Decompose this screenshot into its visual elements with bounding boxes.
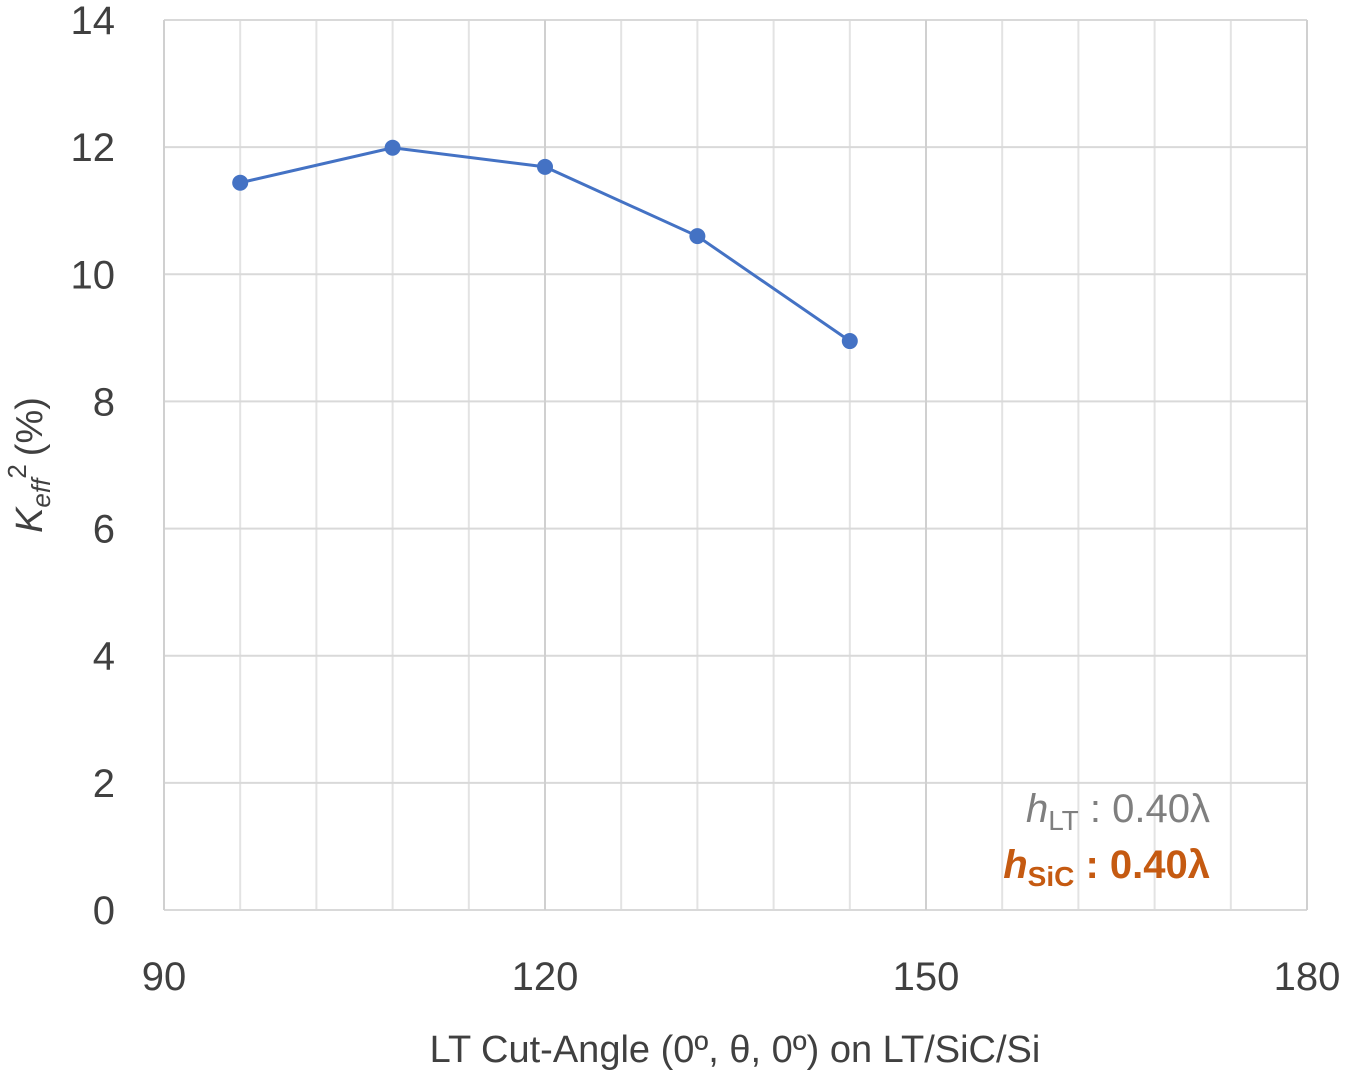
annotation-subscript: SiC bbox=[1028, 861, 1075, 892]
annotation-symbol: h bbox=[1026, 787, 1048, 831]
annotation-text: : 0.40λ bbox=[1079, 787, 1210, 831]
y-tick-label: 14 bbox=[71, 0, 116, 43]
data-point bbox=[232, 174, 249, 191]
y-title-superscript: 2 bbox=[2, 464, 32, 478]
y-tick-label: 0 bbox=[93, 889, 115, 933]
x-tick-label: 120 bbox=[512, 955, 579, 999]
annotation: hSiC : 0.40λ bbox=[1003, 843, 1210, 892]
data-point bbox=[841, 333, 858, 350]
x-tick-label: 180 bbox=[1274, 955, 1341, 999]
data-point bbox=[537, 158, 553, 175]
data-point bbox=[689, 228, 706, 245]
x-tick-label: 90 bbox=[142, 955, 187, 999]
y-tick-label: 6 bbox=[93, 508, 115, 552]
y-tick-label: 12 bbox=[71, 126, 116, 170]
annotation: hLT : 0.40λ bbox=[1026, 787, 1210, 836]
annotation-symbol: h bbox=[1003, 843, 1027, 887]
annotation-subscript: LT bbox=[1048, 805, 1079, 836]
annotation-text: : 0.40λ bbox=[1074, 843, 1210, 887]
y-tick-label: 10 bbox=[71, 253, 116, 297]
y-title-symbol: K bbox=[9, 506, 51, 533]
y-tick-label: 2 bbox=[93, 762, 115, 806]
y-tick-label: 4 bbox=[93, 635, 115, 679]
y-axis-title: Keff2 (%) bbox=[2, 397, 56, 533]
y-tick-label: 8 bbox=[93, 380, 115, 424]
y-title-unit: (%) bbox=[9, 397, 51, 456]
x-axis-title: LT Cut-Angle (0º, θ, 0º) on LT/SiC/Si bbox=[430, 1029, 1041, 1071]
y-title-subscript: eff bbox=[26, 476, 56, 508]
data-point bbox=[384, 139, 401, 156]
x-tick-label: 150 bbox=[893, 955, 960, 999]
